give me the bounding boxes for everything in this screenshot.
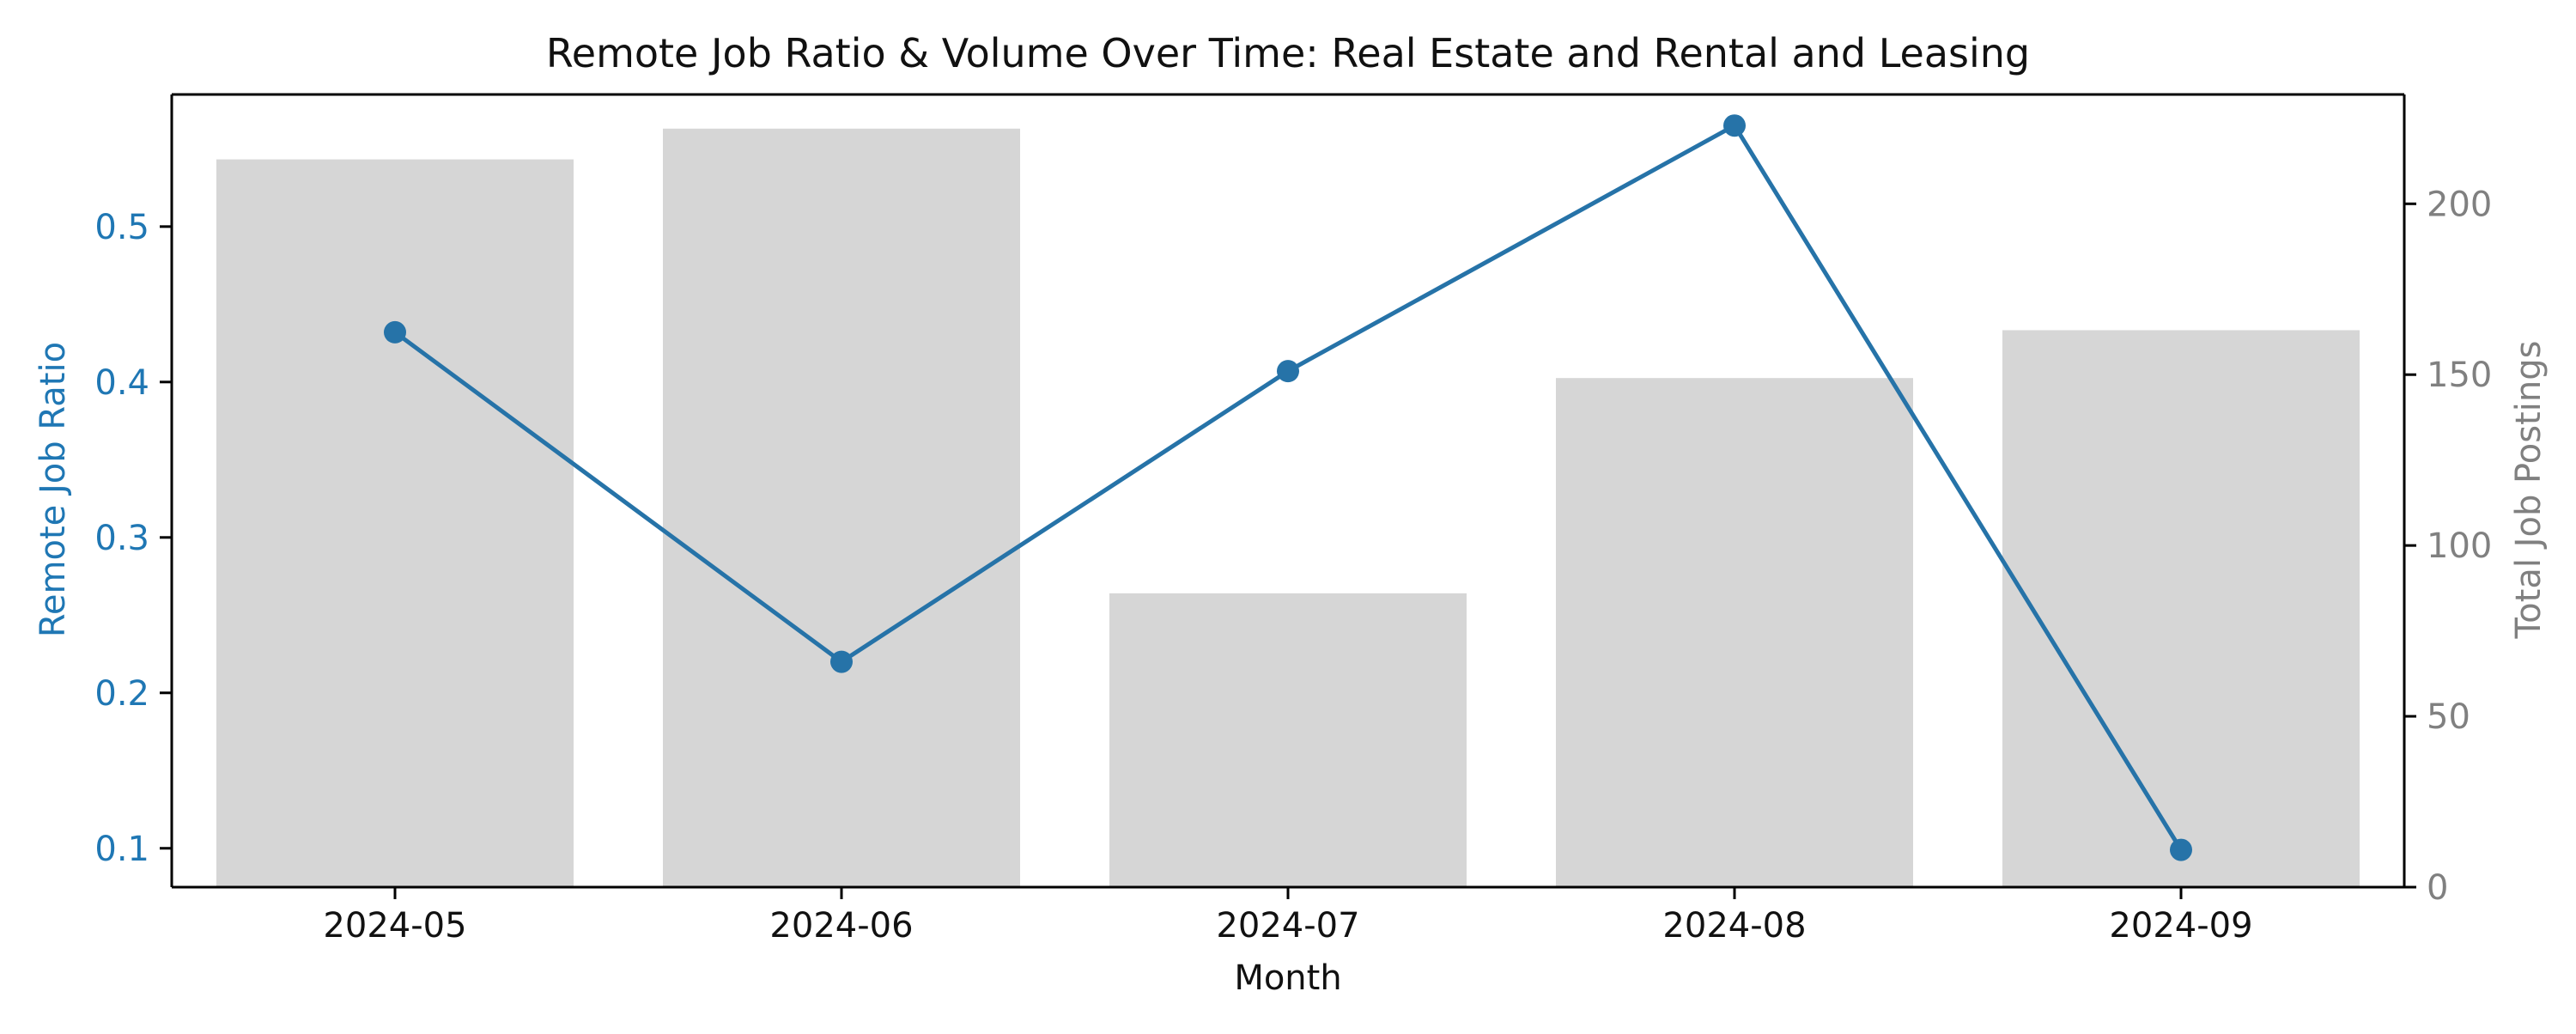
ratio-point (830, 650, 853, 673)
x-tick-label: 2024-06 (769, 906, 913, 946)
right-axis-label: Total Job Postings (2509, 341, 2549, 640)
x-tick-label: 2024-09 (2109, 906, 2252, 946)
right-y-tick-label: 100 (2427, 526, 2492, 566)
right-y-tick-label: 200 (2427, 185, 2492, 224)
left-y-tick-label: 0.4 (94, 363, 149, 403)
x-axis-label: Month (1234, 958, 1341, 998)
left-y-tick-label: 0.2 (94, 674, 149, 714)
ratio-point (384, 320, 406, 344)
right-y-tick-label: 0 (2427, 868, 2448, 908)
volume-bar (1109, 593, 1467, 887)
left-y-tick-label: 0.5 (94, 208, 149, 247)
volume-bar (216, 159, 574, 887)
x-tick-label: 2024-07 (1216, 906, 1359, 946)
volume-bar (663, 128, 1020, 887)
volume-bar (1556, 378, 1913, 888)
left-y-tick-label: 0.1 (94, 830, 149, 869)
ratio-point (1723, 114, 1746, 137)
x-tick-label: 2024-05 (323, 906, 466, 946)
ratio-point (2170, 838, 2192, 861)
left-y-tick-label: 0.3 (94, 519, 149, 558)
x-tick-label: 2024-08 (1662, 906, 1806, 946)
right-y-tick-label: 150 (2427, 356, 2492, 395)
right-y-tick-label: 50 (2427, 697, 2470, 737)
chart-title: Remote Job Ratio & Volume Over Time: Rea… (546, 30, 2030, 76)
ratio-point (1277, 360, 1299, 383)
left-axis-label: Remote Job Ratio (33, 342, 73, 637)
volume-bar (2002, 330, 2360, 887)
